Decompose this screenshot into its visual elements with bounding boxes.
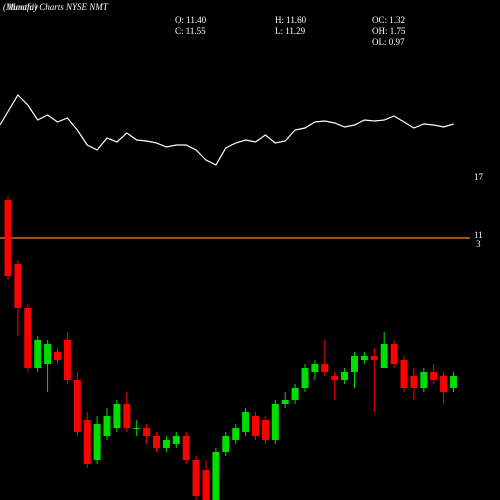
candle-body: [202, 470, 210, 500]
stat: OH: 1.75: [372, 26, 406, 36]
candle-body: [390, 344, 398, 364]
candle-body: [103, 416, 111, 436]
candle-body: [252, 416, 259, 436]
candle-body: [4, 200, 12, 276]
annotation: 3: [476, 239, 481, 249]
candle-body: [143, 428, 151, 436]
candle-body: [153, 436, 160, 448]
stat: OL: 0.97: [372, 37, 405, 47]
candle-body: [341, 372, 349, 380]
candle-body: [440, 376, 448, 392]
candle-body: [271, 404, 279, 440]
candle-body: [162, 440, 170, 448]
candle-body: [281, 400, 289, 404]
period-label: Monthly: [7, 2, 38, 12]
candle-body: [400, 360, 408, 388]
candle-body: [351, 356, 358, 372]
candle-body: [44, 344, 52, 364]
candle-body: [24, 308, 32, 368]
candle-body: [291, 388, 299, 400]
stat: C: 11.55: [175, 26, 206, 36]
candle-body: [430, 372, 438, 380]
candle-body: [261, 420, 269, 440]
candle-body: [172, 436, 180, 444]
stat: L: 11.29: [275, 26, 306, 36]
annotation: 11: [474, 230, 483, 240]
candle-body: [242, 412, 250, 432]
candle-body: [331, 376, 339, 380]
candle-body: [380, 344, 388, 368]
candle-body: [14, 264, 22, 308]
candle-body: [34, 340, 42, 368]
candle-body: [123, 404, 131, 428]
candle-body: [450, 376, 457, 388]
candle-body: [410, 376, 418, 388]
candle-body: [93, 424, 101, 460]
candle-body: [222, 436, 230, 452]
candle-body: [370, 356, 378, 360]
candle-body: [63, 340, 71, 380]
candle-body: [232, 428, 240, 440]
line-series: [0, 94, 454, 166]
candle-body: [73, 380, 81, 432]
candle-body: [182, 436, 190, 460]
chart-title: (Munafa) Charts NYSE NMT: [3, 2, 109, 12]
stat: H: 11.60: [275, 15, 307, 25]
annotation: 17: [474, 172, 484, 182]
candle-body: [212, 452, 220, 500]
candle-body: [360, 356, 368, 360]
candle-body: [301, 368, 309, 388]
candle-body: [83, 420, 91, 464]
stat: O: 11.40: [175, 15, 207, 25]
candle-body: [54, 352, 61, 360]
candle-body: [133, 428, 141, 429]
candle-body: [311, 364, 319, 372]
candle-body: [192, 460, 200, 496]
stat: OC: 1.32: [372, 15, 405, 25]
candle-body: [321, 364, 329, 372]
candle-body: [420, 372, 428, 388]
candle-body: [113, 404, 121, 428]
